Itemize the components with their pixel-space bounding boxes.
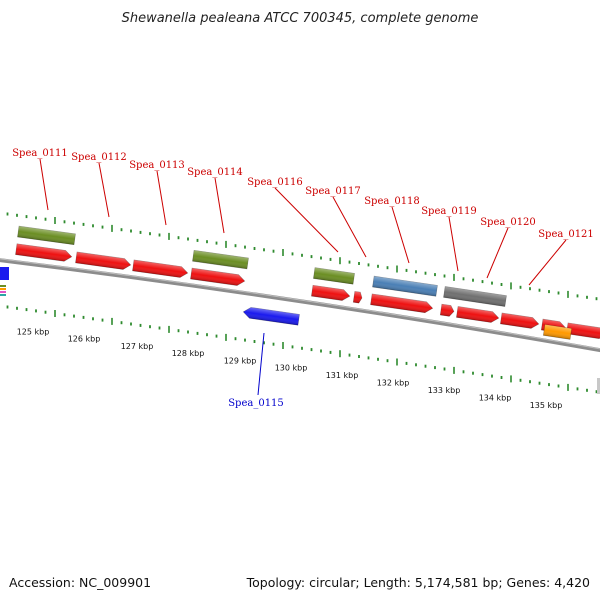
- gene-spea-0117-red[interactable]: [352, 291, 363, 304]
- leader-line: [332, 196, 367, 258]
- leader-line: [486, 227, 509, 279]
- right-edge-gray-feature: [597, 378, 600, 394]
- leader-line: [214, 177, 225, 234]
- gene-arrow-shading: [190, 268, 245, 286]
- gene-arrow-shading: [353, 291, 362, 304]
- gene-label[interactable]: Spea_0120: [480, 217, 536, 228]
- gene-spea-0111-red[interactable]: [15, 243, 73, 263]
- gene-arrow-shading: [311, 285, 350, 301]
- gene-spea-0114-cog[interactable]: [192, 249, 249, 270]
- gene-label[interactable]: Spea_0112: [71, 152, 127, 163]
- gene-arrow-shading: [192, 250, 249, 269]
- leader-line: [98, 162, 110, 218]
- gene-arrow-shading: [500, 312, 539, 329]
- gene-arrow-shading: [313, 267, 355, 285]
- leader-line: [391, 206, 410, 264]
- kbp-label: 131 kbp: [326, 371, 359, 380]
- gene-arrow-shading: [566, 322, 600, 339]
- accession-text: Accession: NC_009901: [9, 575, 151, 590]
- gene-label[interactable]: Spea_0114: [187, 167, 243, 178]
- gene-arrow-shading: [75, 251, 131, 270]
- gene-arrow-shading: [370, 293, 433, 313]
- map-title: Shewanella pealeana ATCC 700345, complet…: [122, 11, 479, 26]
- gene-label[interactable]: Spea_0113: [129, 160, 185, 171]
- left-edge-olive-stripe: [0, 285, 6, 287]
- leader-line: [257, 332, 265, 396]
- inner-tick-track: [6, 305, 598, 394]
- gene-features: [15, 225, 600, 340]
- gene-arrow-shading: [443, 286, 507, 307]
- gene-label[interactable]: Spea_0115: [228, 398, 284, 409]
- left-edge-pink-stripe: [0, 291, 6, 293]
- gene-arrow-shading: [440, 304, 454, 317]
- gene-arrow-shading: [243, 307, 300, 326]
- gene-label[interactable]: Spea_0118: [364, 196, 420, 207]
- left-edge-features: [0, 267, 600, 394]
- gene-arrow-shading: [15, 243, 72, 262]
- genome-backbone: [0, 258, 600, 353]
- leader-line: [274, 187, 339, 253]
- genome-backbone-highlight: [0, 258, 600, 350]
- gene-label[interactable]: Spea_0111: [12, 148, 68, 159]
- gene-spea-0120-red[interactable]: [456, 306, 500, 323]
- gene-spea-0116-red[interactable]: [311, 284, 351, 301]
- gene-label[interactable]: Spea_0119: [421, 206, 477, 217]
- kbp-label: 135 kbp: [530, 401, 563, 410]
- gene-arrow-shading: [543, 324, 572, 340]
- kbp-label: 128 kbp: [172, 349, 205, 358]
- leader-line: [156, 170, 167, 226]
- gene-arrow-shading: [456, 306, 499, 323]
- kbp-label: 129 kbp: [224, 356, 257, 365]
- gene-spea-0121-red[interactable]: [500, 312, 540, 329]
- gene-label[interactable]: Spea_0117: [305, 186, 361, 197]
- gene-spea-0118-red[interactable]: [370, 293, 434, 314]
- gene-spea-0118-cog[interactable]: [372, 275, 438, 297]
- gene-spea-0113-red[interactable]: [132, 259, 189, 279]
- kbp-label: 125 kbp: [17, 328, 50, 337]
- gene-spea-0111-cog[interactable]: [17, 225, 76, 246]
- gene-arrow-shading: [132, 259, 188, 278]
- kbp-labels: 125 kbp 126 kbp 127 kbp 128 kbp 129 kbp 130 k…: [17, 328, 563, 411]
- kbp-label: 130 kbp: [275, 364, 308, 373]
- left-edge-teal-stripe: [0, 294, 6, 296]
- outer-tick-track: [6, 212, 598, 301]
- gene-spea-0120-cog[interactable]: [443, 286, 507, 307]
- gene-label[interactable]: Spea_0116: [247, 177, 303, 188]
- leader-line: [528, 239, 567, 286]
- left-edge-orange-stripe: [0, 288, 6, 290]
- kbp-label: 126 kbp: [68, 335, 101, 344]
- gene-spea-0116-cog[interactable]: [313, 267, 355, 285]
- label-leaders: [39, 158, 567, 396]
- gene-spea-0112-red[interactable]: [75, 251, 132, 270]
- kbp-label: 127 kbp: [121, 342, 154, 351]
- gene-spea-0114-red[interactable]: [190, 267, 246, 286]
- leader-line: [39, 158, 49, 211]
- gene-spea-0115[interactable]: [242, 306, 300, 326]
- kbp-label: 133 kbp: [428, 386, 461, 395]
- kbp-label: 132 kbp: [377, 379, 410, 388]
- gene-arrow-shading: [17, 226, 76, 245]
- gene-spea-0123-red[interactable]: [566, 322, 600, 340]
- gene-orange-feature[interactable]: [542, 324, 573, 340]
- genome-summary-text: Topology: circular; Length: 5,174,581 bp…: [246, 575, 590, 590]
- kbp-label: 134 kbp: [479, 394, 512, 403]
- gene-arrow-shading: [372, 276, 438, 297]
- gene-spea-0119-red[interactable]: [439, 303, 455, 317]
- gene-label[interactable]: Spea_0121: [538, 229, 594, 240]
- left-edge-blue-gene[interactable]: [0, 267, 9, 280]
- leader-line: [448, 216, 459, 272]
